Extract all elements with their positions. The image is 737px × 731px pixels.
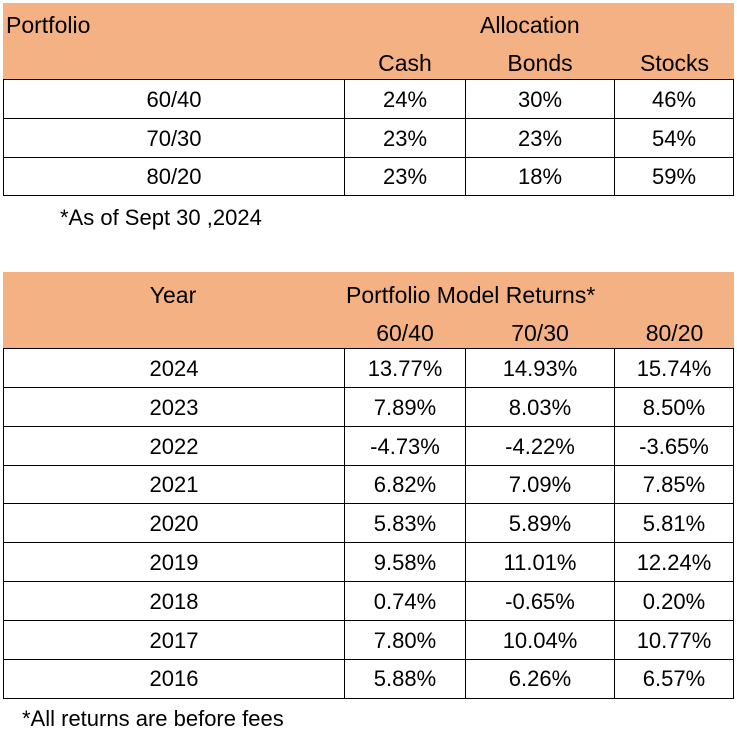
returns-col-divider [344, 349, 345, 698]
return-60-40-cell: 7.80% [373, 627, 437, 653]
return-80-20-cell: -3.65% [639, 433, 709, 459]
returns-row-divider [4, 465, 733, 466]
return-70-30-cell: 14.93% [502, 355, 578, 381]
returns-footnote: *All returns are before fees [22, 706, 284, 731]
return-70-30-cell: 5.89% [508, 510, 572, 536]
return-60-40-cell: 0.74% [373, 588, 437, 614]
year-cell: 2019 [149, 549, 199, 575]
return-80-20-cell: 5.81% [642, 510, 706, 536]
stocks-cell: 54% [651, 125, 697, 151]
returns-col-divider [614, 349, 615, 698]
returns-row-divider [4, 503, 733, 504]
allocation-header-band [3, 3, 734, 80]
year-cell: 2018 [149, 588, 199, 614]
allocation-footnote: *As of Sept 30 ,2024 [60, 205, 262, 230]
allocation-header-stocks: Stocks [639, 49, 710, 76]
return-70-30-cell: -4.22% [505, 433, 575, 459]
portfolio-cell: 70/30 [146, 125, 202, 151]
stocks-cell: 59% [651, 163, 697, 189]
bonds-cell: 30% [517, 86, 563, 112]
return-80-20-cell: 7.85% [642, 472, 706, 497]
return-80-20-cell: 10.77% [636, 627, 712, 653]
allocation-table-grid: 60/40 24% 30% 46% 70/30 23% 23% 54% 80/2… [3, 79, 734, 196]
portfolio-cell: 80/20 [146, 163, 202, 189]
year-cell: 2023 [149, 394, 199, 420]
returns-col-divider [465, 349, 466, 698]
return-80-20-cell: 0.20% [642, 588, 706, 614]
return-80-20-cell: 8.50% [642, 394, 706, 420]
returns-header-70-30: 70/30 [511, 319, 569, 346]
return-70-30-cell: 11.01% [503, 549, 577, 575]
allocation-row-divider [4, 118, 733, 119]
returns-header-60-40: 60/40 [376, 319, 434, 346]
returns-row-divider [4, 387, 733, 388]
return-70-30-cell: -0.65% [505, 588, 575, 614]
allocation-header-bonds: Bonds [507, 49, 573, 76]
cash-cell: 23% [382, 125, 428, 151]
year-cell: 2020 [149, 510, 199, 536]
year-cell: 2022 [149, 433, 199, 459]
year-cell: 2021 [149, 472, 199, 497]
returns-table-grid: 2024 13.77% 14.93% 15.74% 2023 7.89% 8.0… [3, 348, 734, 699]
cash-cell: 24% [382, 86, 428, 112]
return-70-30-cell: 8.03% [508, 394, 572, 420]
return-60-40-cell: -4.73% [370, 433, 440, 459]
return-60-40-cell: 5.88% [373, 665, 437, 691]
returns-row-divider [4, 426, 733, 427]
allocation-row-divider [4, 157, 733, 158]
year-cell: 2017 [149, 627, 199, 653]
return-80-20-cell: 15.74% [636, 355, 712, 381]
allocation-col-divider [344, 80, 345, 195]
cash-cell: 23% [382, 163, 428, 189]
return-60-40-cell: 6.82% [373, 472, 437, 497]
return-70-30-cell: 10.04% [502, 627, 578, 653]
year-cell: 2024 [149, 355, 199, 381]
return-60-40-cell: 7.89% [373, 394, 437, 420]
returns-header-band [3, 272, 734, 349]
return-70-30-cell: 6.26% [508, 665, 572, 691]
returns-header-year: Year [149, 281, 197, 308]
returns-header-80-20: 80/20 [645, 319, 704, 346]
allocation-col-divider [614, 80, 615, 195]
returns-row-divider [4, 659, 733, 660]
return-60-40-cell: 9.58% [373, 549, 437, 575]
return-60-40-cell: 13.77% [367, 355, 443, 381]
return-80-20-cell: 6.57% [642, 665, 706, 691]
bonds-cell: 23% [517, 125, 563, 151]
bonds-cell: 18% [517, 163, 563, 189]
allocation-header-portfolio: Portfolio [6, 11, 91, 38]
return-70-30-cell: 7.09% [508, 472, 572, 497]
stocks-cell: 46% [651, 86, 697, 112]
year-cell: 2016 [149, 665, 199, 691]
portfolio-cell: 60/40 [146, 86, 202, 112]
allocation-col-divider [465, 80, 466, 195]
returns-row-divider [4, 620, 733, 621]
returns-header-group: Portfolio Model Returns* [346, 281, 596, 308]
allocation-header-cash: Cash [378, 49, 432, 76]
return-60-40-cell: 5.83% [373, 510, 437, 536]
returns-row-divider [4, 581, 733, 582]
allocation-header-group: Allocation [480, 11, 580, 38]
returns-row-divider [4, 542, 733, 543]
return-80-20-cell: 12.24% [636, 549, 712, 575]
